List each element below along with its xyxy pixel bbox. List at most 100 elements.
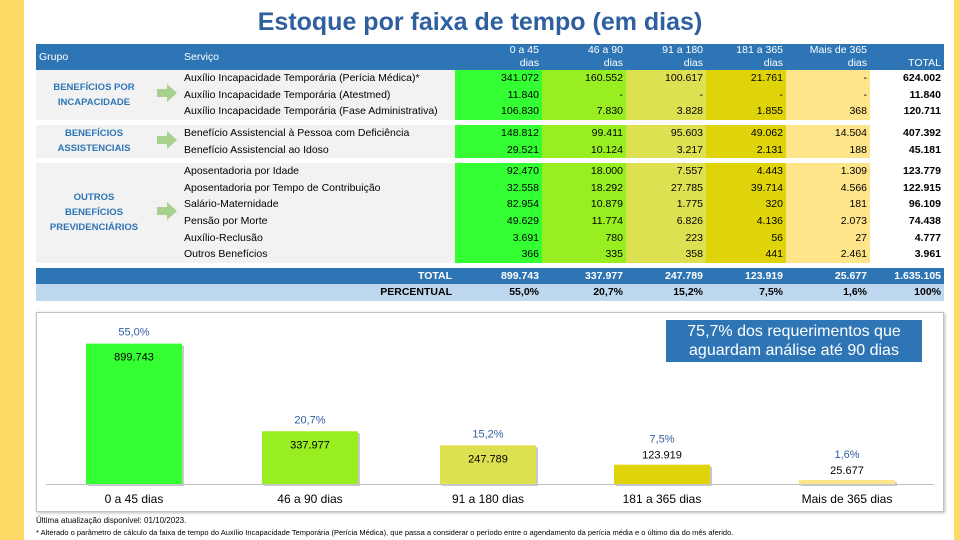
chart-container (36, 312, 944, 512)
x-tick-label: Mais de 365 dias (802, 492, 893, 506)
value-cell: 7.557 (626, 162, 706, 180)
group-separator (36, 262, 944, 268)
value-cell: 341.072 (455, 70, 542, 87)
value-cell: 441 (706, 245, 786, 263)
value-cell: - (786, 86, 870, 104)
table-row: BENEFÍCIOS ASSISTENCIAIS Benefício Assiste… (36, 124, 944, 158)
service-name: Aposentadoria por Tempo de Contribuição (181, 179, 455, 197)
bar-value-label: 899.743 (114, 352, 154, 364)
value-cell: 335 (542, 245, 626, 263)
value-cell: 100.617 (626, 70, 706, 87)
bar-percent-label: 20,7% (294, 414, 325, 426)
table-row: Benefício Assistencial ao Idoso 29.521 10.… (36, 141, 944, 158)
value-cell: 29.521 (455, 141, 542, 158)
row-total: 96.109 (870, 196, 944, 213)
group-label: BENEFÍCIOS ASSISTENCIAIS (36, 124, 152, 158)
value-cell: - (786, 70, 870, 87)
percent-row: PERCENTUAL 55,0% 20,7% 15,2% 7,5% 1,6% 100% (36, 284, 944, 301)
callout-line-2: aguardam análise até 90 dias (689, 342, 899, 359)
header-b3: 91 a 180 dias (626, 44, 706, 70)
total-row-value: 123.919 (706, 267, 786, 285)
service-name: Auxílio-Reclusão (181, 229, 455, 246)
total-row-value: 899.743 (455, 267, 542, 285)
header-b4: 181 a 365 dias (706, 44, 786, 70)
value-cell: 1.855 (706, 103, 786, 120)
value-cell: 366 (455, 245, 542, 263)
value-cell: 3.828 (626, 103, 706, 120)
left-accent-bar (0, 0, 24, 540)
page-title: Estoque por faixa de tempo (em dias) (257, 8, 703, 36)
service-name: Benefício Assistencial à Pessoa com Defi… (181, 124, 455, 142)
value-cell: 82.954 (455, 196, 542, 213)
value-cell: 49.062 (706, 124, 786, 142)
value-cell: 223 (626, 229, 706, 246)
group-label: BENEFÍCIOS POR INCAPACIDADE (36, 70, 152, 120)
header-b5: Mais de 365 dias (786, 44, 870, 70)
bar-value-label: 247.789 (468, 453, 508, 465)
row-total: 74.438 (870, 212, 944, 230)
value-cell: 18.292 (542, 179, 626, 197)
value-cell: 2.073 (786, 212, 870, 230)
value-cell: 1.309 (786, 162, 870, 180)
bar-value-label: 123.919 (642, 450, 682, 462)
table-row: Pensão por Morte 49.629 11.774 6.826 4.136 2.… (36, 212, 944, 230)
value-cell: 188 (786, 141, 870, 158)
header-b2: 46 a 90 dias (542, 44, 626, 70)
row-total: 4.777 (870, 229, 944, 246)
value-cell: 358 (626, 245, 706, 263)
value-cell: 3.691 (455, 229, 542, 246)
service-name: Auxílio Incapacidade Temporária (Fase Ad… (181, 103, 455, 120)
value-cell: 10.879 (542, 196, 626, 213)
table-row: Aposentadoria por Tempo de Contribuição 3… (36, 179, 944, 197)
table-header: Grupo Serviço 0 a 45 dias 46 a 90 dias 91 … (36, 44, 944, 70)
table-row: BENEFÍCIOS POR INCAPACIDADE Auxílio Incapa… (36, 70, 944, 120)
bar-1 (86, 343, 182, 484)
bar-percent-label: 1,6% (834, 449, 859, 461)
value-cell: 95.603 (626, 124, 706, 142)
value-cell: 49.629 (455, 212, 542, 230)
value-cell: 160.552 (542, 70, 626, 87)
value-cell: 11.774 (542, 212, 626, 230)
value-cell: - (626, 86, 706, 104)
footnote-note: * Alterado o parâmetro de cálculo da fai… (36, 528, 734, 537)
service-name: Auxílio Incapacidade Temporária (Perícia… (181, 70, 455, 87)
percent-row-value: 7,5% (706, 284, 786, 301)
value-cell: 32.558 (455, 179, 542, 197)
value-cell: 7.830 (542, 103, 626, 120)
value-cell: 4.136 (706, 212, 786, 230)
service-name: Auxílio Incapacidade Temporária (Atestme… (181, 86, 455, 104)
row-total: 11.840 (870, 86, 944, 104)
arrow-right-icon (152, 124, 181, 158)
bar-percent-label: 55,0% (118, 327, 149, 339)
value-cell: 21.761 (706, 70, 786, 87)
value-cell: 148.812 (455, 124, 542, 142)
total-row-value: 25.677 (786, 267, 870, 285)
header-grupo: Grupo (36, 44, 152, 70)
arrow-right-icon (152, 70, 181, 120)
callout-line-1: 75,7% dos requerimentos que (687, 323, 901, 340)
stock-table: Grupo Serviço 0 a 45 dias 46 a 90 dias 91 … (36, 44, 944, 301)
value-cell: 10.124 (542, 141, 626, 158)
percent-row-label: PERCENTUAL (36, 284, 455, 301)
x-tick-label: 0 a 45 dias (105, 492, 164, 506)
bar-3 (440, 445, 536, 484)
value-cell: 56 (706, 229, 786, 246)
bar-percent-label: 7,5% (649, 434, 674, 446)
value-cell: 4.566 (786, 179, 870, 197)
total-row: TOTAL 899.743 337.977 247.789 123.919 25.677 1… (36, 267, 944, 285)
value-cell: 1.775 (626, 196, 706, 213)
bar-value-label: 25.677 (830, 465, 864, 477)
service-name: Benefício Assistencial ao Idoso (181, 141, 455, 158)
x-tick-label: 91 a 180 dias (452, 492, 524, 506)
value-cell: - (542, 86, 626, 104)
value-cell: 18.000 (542, 162, 626, 180)
value-cell: 320 (706, 196, 786, 213)
bar-5 (799, 479, 895, 484)
callout-box: 75,7% dos requerimentos que aguardam aná… (666, 320, 922, 362)
row-total: 45.181 (870, 141, 944, 158)
bar-value-label: 337.977 (290, 439, 330, 451)
value-cell: 780 (542, 229, 626, 246)
bar-4 (614, 464, 710, 484)
right-accent-bar (954, 0, 960, 540)
